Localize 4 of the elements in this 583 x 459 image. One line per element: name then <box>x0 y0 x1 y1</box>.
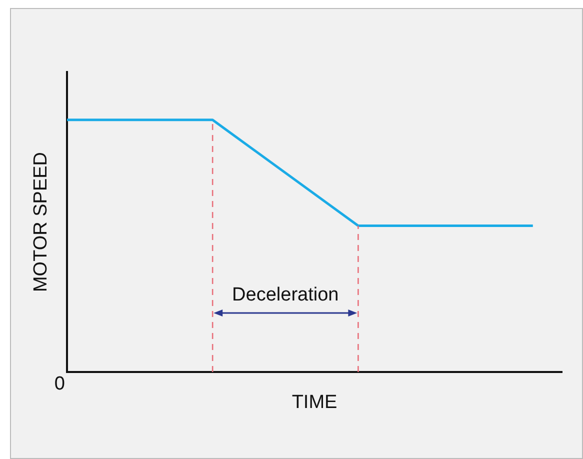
y-axis-title: MOTOR SPEED <box>30 152 52 292</box>
annotation: Deceleration <box>232 284 339 306</box>
x-axis-title: TIME <box>292 392 338 413</box>
text: 0 <box>54 374 65 395</box>
